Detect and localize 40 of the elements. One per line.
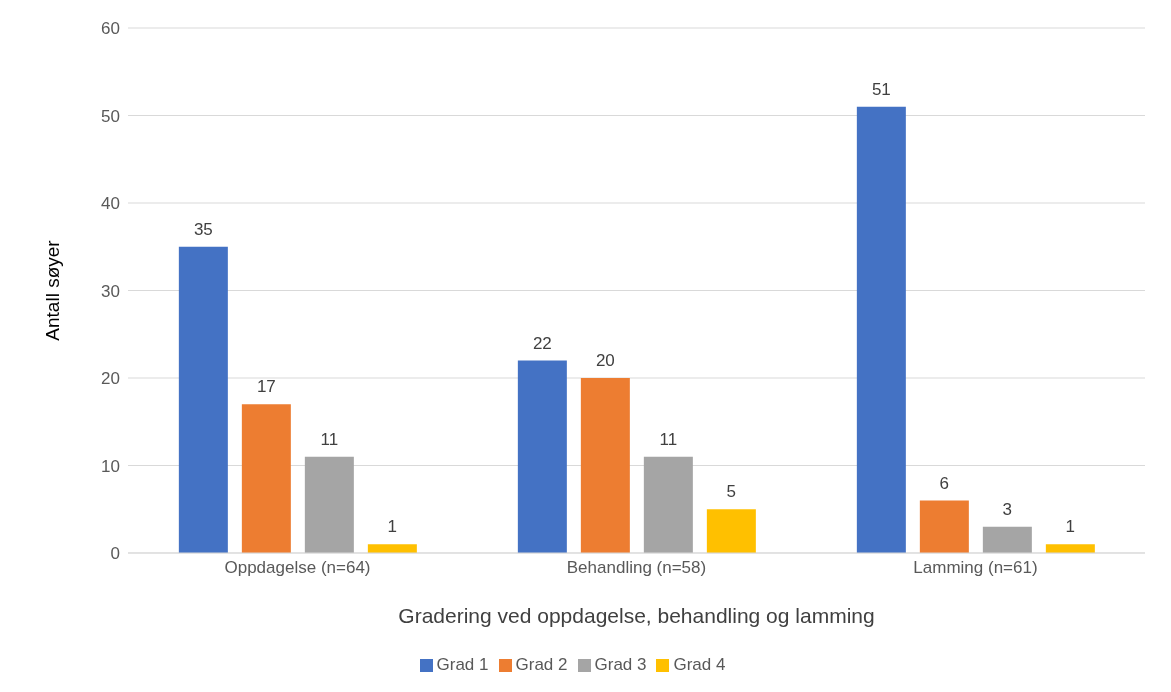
- data-label: 51: [871, 79, 891, 99]
- bar: [856, 106, 906, 553]
- data-label: 5: [726, 482, 737, 502]
- y-tick-label: 10: [101, 456, 120, 476]
- bar: [178, 246, 228, 553]
- data-label: 6: [939, 473, 950, 493]
- data-label: 1: [1065, 517, 1076, 537]
- data-label: 1: [387, 517, 398, 537]
- legend-label: Grad 4: [673, 655, 726, 674]
- data-label: 3: [1002, 499, 1013, 519]
- bar: [304, 456, 354, 553]
- y-axis-title: Antall søyer: [41, 239, 63, 341]
- data-label: 17: [256, 377, 276, 397]
- x-axis-title: Gradering ved oppdagelse, behandling og lamming: [398, 604, 875, 627]
- x-tick-label: Lamming (n=61): [913, 558, 1038, 578]
- y-tick-label: 30: [101, 281, 120, 301]
- legend-label: Grad 3: [594, 655, 647, 674]
- bar: [580, 378, 630, 553]
- bar: [919, 500, 969, 553]
- bar: [241, 404, 291, 553]
- bar: [1045, 544, 1095, 553]
- bar: [706, 509, 756, 553]
- data-label: 22: [532, 333, 552, 353]
- bar: [517, 360, 567, 553]
- data-label: 35: [193, 219, 213, 239]
- y-tick-label: 20: [101, 369, 120, 389]
- data-label: 11: [659, 429, 678, 449]
- bar: [643, 456, 693, 553]
- x-tick-label: Behandling (n=58): [566, 558, 707, 578]
- y-tick-label: 50: [101, 106, 120, 126]
- y-tick-label: 40: [101, 194, 120, 214]
- y-tick-label: 0: [110, 544, 120, 564]
- data-label: 20: [595, 351, 615, 370]
- legend-label: Grad 2: [515, 655, 568, 674]
- bar: [367, 544, 417, 553]
- bar: [982, 526, 1032, 553]
- data-label: 11: [320, 429, 339, 449]
- y-tick-label: 60: [101, 19, 120, 39]
- x-tick-label: Oppdagelse (n=64): [224, 558, 371, 578]
- legend-label: Grad 1: [436, 655, 489, 674]
